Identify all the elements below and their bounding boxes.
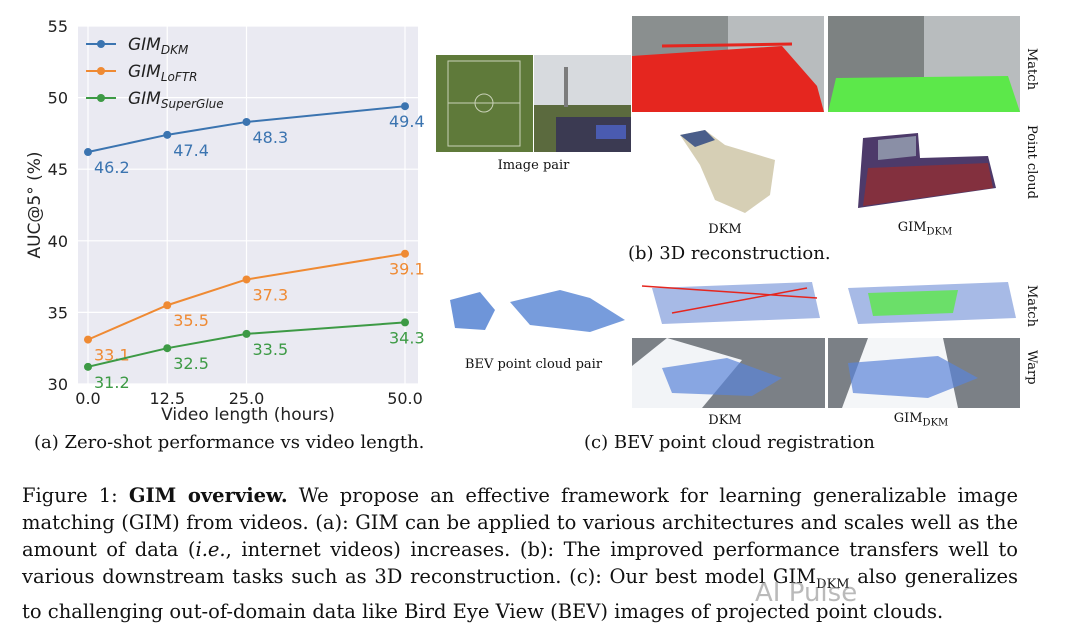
panel-b-caption: (b) 3D reconstruction.	[628, 243, 831, 264]
data-point	[84, 148, 92, 157]
data-label: 47.4	[173, 141, 209, 160]
dkm-label-b: DKM	[708, 222, 742, 237]
y-axis-label: AUC@5° (%)	[25, 151, 45, 258]
gim-dkm-point-cloud-image	[848, 128, 998, 210]
data-point	[84, 335, 92, 344]
plot-area	[78, 26, 418, 384]
data-label: 49.4	[389, 112, 425, 131]
gim-dkm-label-b: GIMDKM	[897, 220, 953, 238]
caption-prefix: Figure 1:	[22, 484, 129, 507]
legend-marker	[97, 67, 105, 75]
match-side-label-b: Match	[1024, 48, 1039, 90]
panel-a-caption: (a) Zero-shot performance vs video lengt…	[34, 432, 425, 453]
data-label: 48.3	[253, 128, 289, 147]
data-point	[163, 130, 172, 139]
data-point	[163, 301, 172, 310]
gim-dkm-match-image	[828, 16, 1020, 112]
data-label: 32.5	[173, 354, 209, 373]
image-pair-label: Image pair	[497, 158, 570, 173]
data-point	[401, 249, 409, 258]
legend-entry: GIMDKM	[128, 35, 189, 57]
data-label: 46.2	[94, 158, 130, 177]
y-tick-label: 30	[48, 375, 68, 394]
dkm-warp-image	[632, 338, 825, 408]
y-tick-label: 35	[48, 303, 68, 322]
dkm-bev-match-image	[632, 268, 824, 334]
dkm-point-cloud-image	[675, 125, 780, 215]
legend-entry: GIMSuperGlue	[128, 89, 224, 111]
x-tick-label: 0.0	[75, 389, 100, 408]
data-label: 39.1	[389, 260, 425, 279]
y-tick-label: 55	[48, 17, 68, 36]
data-label: 37.3	[253, 285, 289, 304]
data-label: 33.5	[253, 340, 289, 359]
bev-pair-image	[440, 280, 630, 338]
data-point	[163, 344, 172, 353]
match-side-label-c: Match	[1024, 285, 1039, 327]
data-label: 35.5	[173, 311, 209, 330]
dkm-label-c: DKM	[708, 413, 742, 428]
data-point	[401, 102, 409, 111]
x-tick-label: 50.0	[387, 389, 423, 408]
gim-dkm-label-c: GIMDKM	[893, 411, 949, 429]
dkm-match-image	[632, 16, 824, 112]
x-tick-label: 12.5	[149, 389, 185, 408]
watermark-text: AI Pulse	[755, 578, 858, 608]
data-point	[242, 117, 251, 126]
legend-marker	[97, 40, 105, 48]
data-point	[242, 275, 251, 284]
x-tick-label: 25.0	[229, 389, 265, 408]
series-line-loftr	[87, 252, 406, 341]
figure-caption: Figure 1: GIM overview. We propose an ef…	[22, 484, 1019, 623]
x-axis-label: Video length (hours)	[161, 405, 335, 425]
legend-marker	[97, 94, 105, 102]
caption-title: GIM overview.	[128, 484, 288, 507]
point-cloud-side-label: Point cloud	[1024, 125, 1039, 199]
auc-line-chart: 0.0 12.5 25.0 50.0 30 35 40 45 50 55 46.2 47.4 48.3…	[25, 17, 425, 425]
gim-dkm-bev-match-image	[828, 268, 1020, 334]
series-line-superglue	[87, 321, 406, 368]
y-tick-label: 45	[48, 160, 68, 179]
data-label: 34.3	[389, 328, 425, 347]
bev-pair-label: BEV point cloud pair	[464, 357, 603, 372]
legend-entry: GIMLoFTR	[128, 62, 197, 84]
data-label: 31.2	[94, 373, 130, 392]
warp-side-label: Warp	[1024, 350, 1039, 385]
series-line-dkm	[87, 105, 406, 153]
gim-dkm-warp-image	[828, 338, 1020, 408]
data-point	[84, 362, 92, 371]
panel-c-caption: (c) BEV point cloud registration	[584, 432, 875, 453]
image-pair-photo	[436, 55, 631, 152]
y-tick-label: 50	[48, 89, 68, 108]
data-point	[242, 329, 251, 338]
y-tick-label: 40	[48, 232, 68, 251]
data-point	[401, 318, 409, 327]
